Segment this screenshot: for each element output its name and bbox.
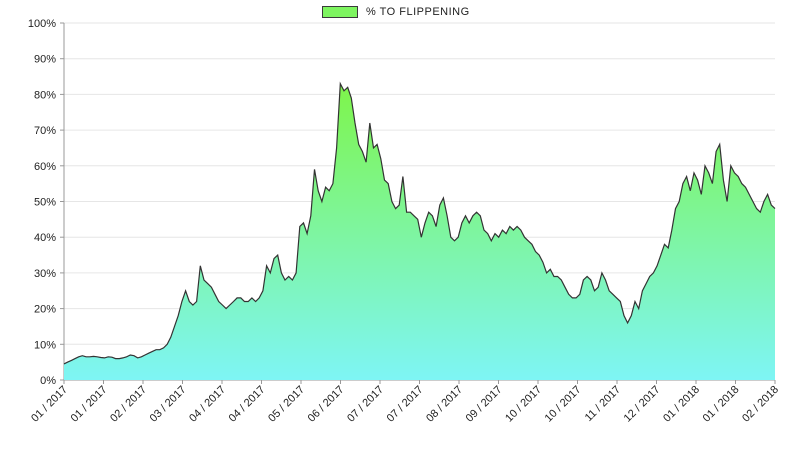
- y-tick-label: 0%: [40, 375, 56, 387]
- x-tick-label: 02 / 2017: [108, 384, 149, 425]
- y-tick-label: 40%: [34, 232, 56, 244]
- x-tick-label: 04 / 2017: [187, 384, 228, 425]
- area-fill: [64, 83, 775, 380]
- x-tick-label: 12 / 2017: [622, 384, 663, 425]
- y-tick-label: 20%: [34, 304, 56, 316]
- x-tick-label: 10 / 2017: [543, 384, 584, 425]
- x-tick-label: 01 / 2017: [69, 384, 110, 425]
- y-axis: 0% 10% 20% 30% 40% 50% 60% 70% 80% 90% 100%: [28, 18, 65, 387]
- series-line: [63, 81, 776, 365]
- y-tick-label: 30%: [34, 268, 56, 280]
- x-tick-label: 04 / 2017: [227, 384, 268, 425]
- x-tick-label: 01 / 2017: [29, 384, 70, 425]
- legend: % TO FLIPPENING: [322, 3, 470, 21]
- y-tick-label: 10%: [34, 339, 56, 351]
- y-tick-label: 60%: [34, 161, 56, 173]
- x-tick-label: 11 / 2017: [583, 384, 623, 424]
- y-tick-label: 100%: [28, 18, 56, 30]
- x-tick-label: 05 / 2017: [266, 384, 307, 425]
- y-tick-label: 80%: [34, 89, 56, 101]
- x-tick-label: 01 / 2018: [661, 384, 702, 425]
- x-tick-label: 10 / 2017: [503, 384, 544, 425]
- legend-swatch: [322, 6, 358, 18]
- legend-label: % TO FLIPPENING: [366, 6, 470, 18]
- x-tick-label: 02 / 2018: [740, 384, 781, 425]
- x-tick-label: 07 / 2017: [345, 384, 386, 425]
- x-tick-label: 07 / 2017: [385, 384, 426, 425]
- y-tick-label: 50%: [34, 197, 56, 209]
- x-tick-label: 08 / 2017: [424, 384, 465, 425]
- x-tick-label: 03 / 2017: [148, 384, 189, 425]
- x-tick-label: 01 / 2018: [701, 384, 742, 425]
- y-tick-label: 90%: [34, 54, 56, 66]
- y-tick-label: 70%: [34, 125, 56, 137]
- x-tick-label: 06 / 2017: [306, 384, 347, 425]
- x-tick-label: 09 / 2017: [464, 384, 505, 425]
